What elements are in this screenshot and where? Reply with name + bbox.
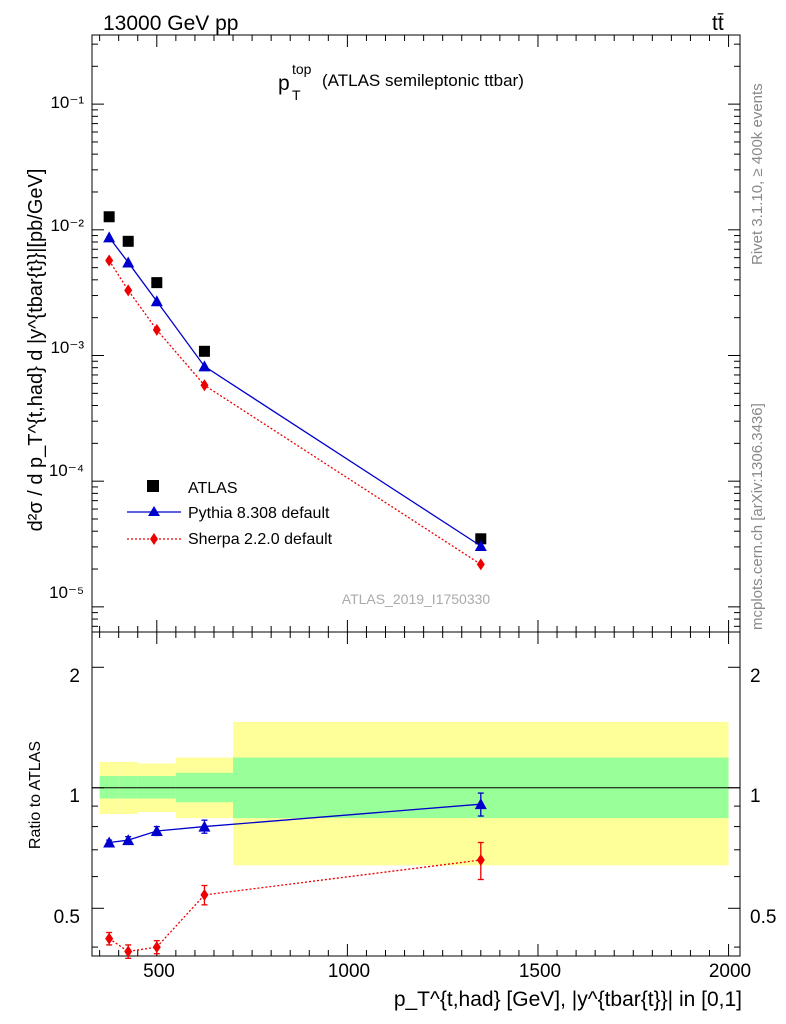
legend-label: ATLAS — [188, 480, 238, 497]
energy-label: 13000 GeV pp — [103, 12, 238, 35]
ratio-point-pythia — [198, 820, 211, 832]
legend-marker-atlas — [147, 480, 159, 492]
legend-label: Pythia 8.308 default — [188, 505, 330, 522]
y-ratio-tick-label: 1 — [69, 786, 80, 807]
y-ratio-tick-label-right: 0.5 — [750, 907, 776, 928]
main-line-pythia — [108, 237, 482, 547]
main-point-sherpa — [152, 323, 161, 336]
y-main-tick-label: 10⁻³ — [50, 338, 84, 357]
ratio-band-green — [99, 776, 119, 799]
ratio-plot-frame — [91, 631, 741, 957]
main-point-sherpa — [105, 254, 114, 267]
side-label-rivet: Rivet 3.1.10, ≥ 400k events — [749, 83, 766, 265]
y-ratio-axis-label: Ratio to ATLAS — [27, 741, 44, 849]
plot-title-rest: (ATLAS semileptonic ttbar) — [322, 71, 524, 90]
x-tick-labels: 500 1000 1500 2000 — [143, 961, 751, 982]
main-point-atlas — [103, 211, 115, 223]
main-point-sherpa — [476, 558, 485, 571]
main-point-sherpa — [124, 284, 133, 297]
plot-title-main: p — [278, 72, 290, 95]
ratio-point-sherpa — [200, 888, 209, 901]
main-axis-ticks — [92, 35, 740, 632]
side-label-mcplots: mcplots.cern.ch [arXiv:1306.3436] — [749, 403, 766, 630]
main-point-pythia — [474, 539, 487, 551]
ratio-axis-ticks — [92, 632, 740, 956]
plot-title-sub: T — [292, 87, 301, 103]
ratio-point-sherpa — [476, 854, 485, 867]
ratio-point-sherpa — [152, 941, 161, 954]
y-ratio-tick-label-right: 2 — [750, 666, 761, 687]
ratio-point-pythia — [103, 836, 116, 848]
y-ratio-tick-labels-right: 2 1 0.5 — [750, 666, 776, 928]
main-point-atlas — [198, 345, 210, 357]
plot-title-sup: top — [292, 61, 312, 77]
main-point-pythia — [198, 360, 211, 372]
legend: ATLAS Pythia 8.308 default Sherpa 2.2.0 … — [127, 480, 333, 548]
ratio-point-pythia — [474, 798, 487, 810]
legend-marker-pythia — [148, 506, 160, 516]
y-main-tick-label: 10⁻² — [50, 216, 84, 235]
x-tick-label: 2000 — [709, 961, 751, 982]
main-point-pythia — [103, 231, 116, 243]
y-main-axis-label: d²σ / d p_T^{t,had} d |y^{tbar{t}}|[pb/G… — [25, 169, 47, 532]
main-point-pythia — [150, 295, 163, 307]
legend-label: Sherpa 2.2.0 default — [188, 531, 333, 548]
ratio-series — [103, 792, 487, 959]
ratio-band-green — [118, 776, 138, 799]
main-point-pythia — [122, 256, 135, 268]
y-ratio-tick-label-right: 1 — [750, 786, 761, 807]
x-axis-label: p_T^{t,had} [GeV], |y^{tbar{t}}| in [0,1… — [394, 988, 742, 1011]
analysis-id: ATLAS_2019_I1750330 — [342, 591, 491, 607]
y-main-tick-label: 10⁻⁴ — [49, 461, 84, 480]
y-ratio-tick-label: 0.5 — [54, 907, 80, 928]
y-main-tick-label: 10⁻¹ — [50, 93, 84, 112]
ratio-point-sherpa — [105, 932, 114, 945]
y-ratio-tick-label: 2 — [69, 666, 80, 687]
ratio-uncertainty-bands — [99, 721, 729, 866]
main-point-atlas — [475, 533, 487, 545]
legend-marker-sherpa — [150, 533, 158, 545]
y-main-tick-label: 10⁻⁵ — [49, 583, 84, 602]
x-tick-label: 1000 — [328, 961, 370, 982]
main-point-atlas — [122, 235, 134, 247]
ratio-point-pythia — [150, 824, 163, 836]
main-series — [103, 211, 487, 571]
main-point-sherpa — [200, 379, 209, 392]
plot-title: p T top (ATLAS semileptonic ttbar) — [278, 61, 524, 103]
x-tick-label: 500 — [143, 961, 175, 982]
ratio-point-sherpa — [124, 945, 133, 958]
y-main-tick-labels: 10⁻¹ 10⁻² 10⁻³ 10⁻⁴ 10⁻⁵ — [49, 93, 85, 602]
ratio-point-pythia — [122, 834, 135, 846]
ratio-line-sherpa — [108, 859, 481, 953]
process-label: tt̄ — [712, 12, 724, 35]
main-point-atlas — [151, 277, 163, 289]
y-ratio-tick-labels-left: 2 1 0.5 — [54, 666, 80, 928]
ratio-band-green — [137, 776, 176, 799]
x-tick-label: 1500 — [519, 961, 561, 982]
